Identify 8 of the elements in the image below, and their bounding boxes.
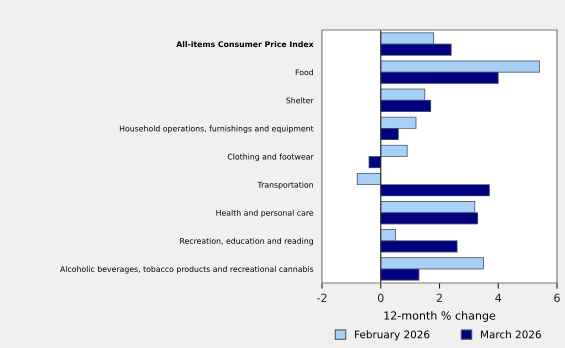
legend-label: February 2026 xyxy=(355,330,430,340)
x-tick-label: 4 xyxy=(495,294,502,302)
x-tick-label: 2 xyxy=(436,294,442,302)
x-tick-label: -2 xyxy=(317,294,326,302)
x-axis-title: 12-month % change xyxy=(384,311,496,322)
x-tick-label: 6 xyxy=(554,294,560,302)
legend-label: March 2026 xyxy=(481,330,541,338)
x-tick-label: 0 xyxy=(378,294,384,302)
